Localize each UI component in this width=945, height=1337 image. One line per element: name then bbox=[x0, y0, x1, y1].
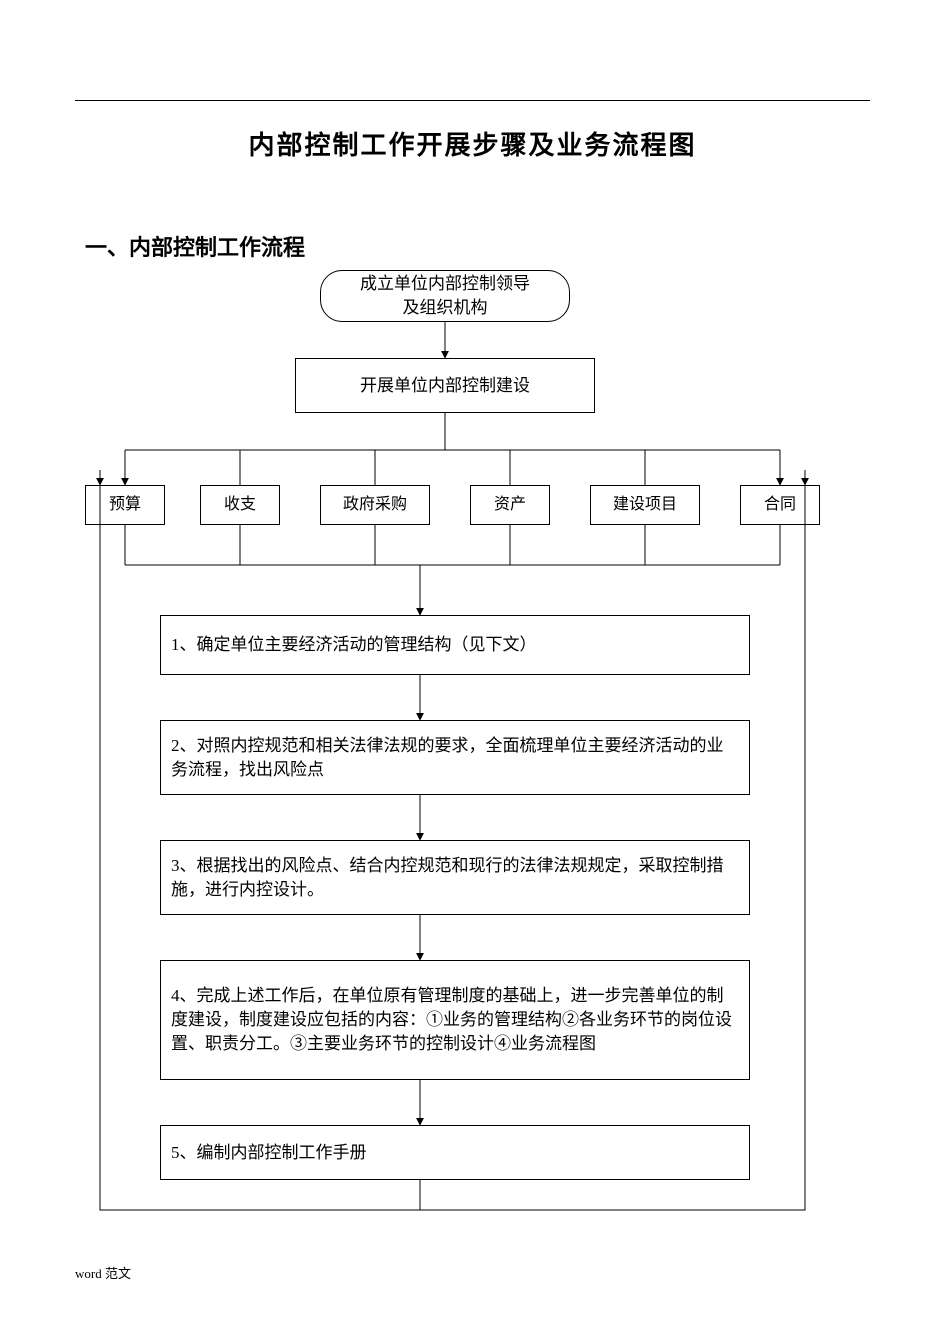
node-step-1: 1、确定单位主要经济活动的管理结构（见下文） bbox=[160, 615, 750, 675]
node-label: 预算 bbox=[109, 494, 141, 516]
node-start: 成立单位内部控制领导及组织机构 bbox=[320, 270, 570, 322]
node-label: 政府采购 bbox=[343, 494, 407, 516]
node-income: 收支 bbox=[200, 485, 280, 525]
node-step-5: 5、编制内部控制工作手册 bbox=[160, 1125, 750, 1180]
node-label: 开展单位内部控制建设 bbox=[360, 374, 530, 398]
node-step-3: 3、根据找出的风险点、结合内控规范和现行的法律法规规定，采取控制措施，进行内控设… bbox=[160, 840, 750, 915]
section-heading: 一、内部控制工作流程 bbox=[85, 230, 305, 262]
node-contract: 合同 bbox=[740, 485, 820, 525]
node-label: 5、编制内部控制工作手册 bbox=[171, 1141, 367, 1165]
node-step-4: 4、完成上述工作后，在单位原有管理制度的基础上，进一步完善单位的制度建设，制度建… bbox=[160, 960, 750, 1080]
node-label: 4、完成上述工作后，在单位原有管理制度的基础上，进一步完善单位的制度建设，制度建… bbox=[171, 984, 739, 1055]
node-procurement: 政府采购 bbox=[320, 485, 430, 525]
page-top-rule bbox=[75, 100, 870, 101]
node-label: 建设项目 bbox=[613, 494, 677, 516]
node-build: 开展单位内部控制建设 bbox=[295, 358, 595, 413]
node-step-2: 2、对照内控规范和相关法律法规的要求，全面梳理单位主要经济活动的业务流程，找出风… bbox=[160, 720, 750, 795]
node-budget: 预算 bbox=[85, 485, 165, 525]
node-label: 收支 bbox=[224, 494, 256, 516]
node-label: 成立单位内部控制领导及组织机构 bbox=[360, 272, 530, 320]
node-label: 合同 bbox=[764, 494, 796, 516]
node-label: 1、确定单位主要经济活动的管理结构（见下文） bbox=[171, 633, 537, 657]
footer-text: word 范文 bbox=[75, 1263, 131, 1282]
node-label: 3、根据找出的风险点、结合内控规范和现行的法律法规规定，采取控制措施，进行内控设… bbox=[171, 854, 739, 902]
node-asset: 资产 bbox=[470, 485, 550, 525]
node-label: 资产 bbox=[494, 494, 526, 516]
flowchart-canvas: 成立单位内部控制领导及组织机构 开展单位内部控制建设 预算 收支 政府采购 资产… bbox=[85, 270, 860, 1240]
node-construction: 建设项目 bbox=[590, 485, 700, 525]
page-title: 内部控制工作开展步骤及业务流程图 bbox=[0, 125, 945, 162]
node-label: 2、对照内控规范和相关法律法规的要求，全面梳理单位主要经济活动的业务流程，找出风… bbox=[171, 734, 739, 782]
